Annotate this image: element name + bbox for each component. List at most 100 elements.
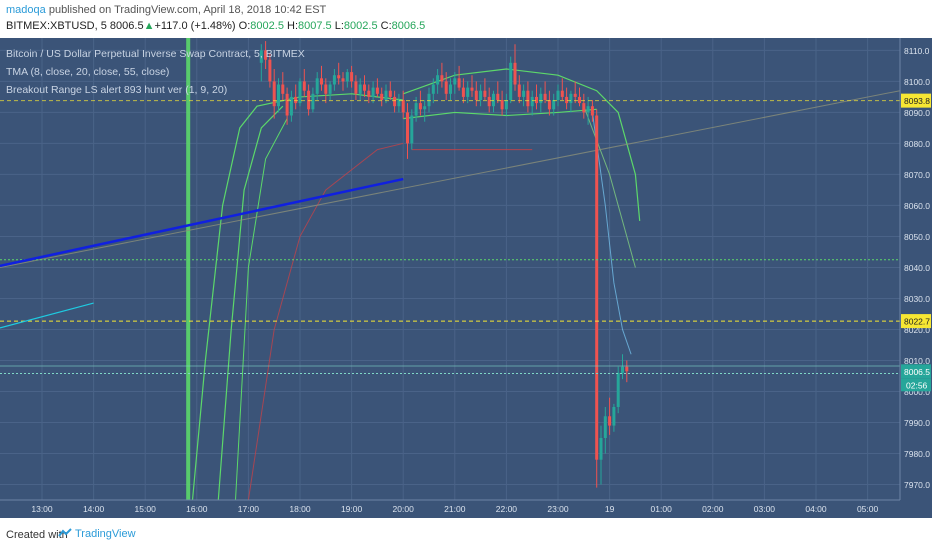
candle-body (427, 93, 431, 107)
time-axis[interactable] (0, 500, 932, 518)
candle-body (526, 90, 530, 107)
candle-body (410, 115, 414, 144)
chart-area[interactable]: 8110.0 8100.0 8090.0 8080.0 8070.0 8060.0 8050… (0, 38, 932, 518)
publish-info: madoqa published on TradingView.com, Apr… (6, 4, 326, 16)
x-tick-label: 16:00 (186, 504, 208, 514)
candle-body (289, 96, 293, 116)
candle-body (625, 366, 629, 372)
y-tick-label: 7980.0 (904, 449, 930, 459)
author-link[interactable]: madoqa (6, 4, 46, 16)
price-axis[interactable] (900, 38, 932, 518)
x-tick-label: 14:00 (83, 504, 105, 514)
y-tick-label: 8040.0 (904, 263, 930, 273)
candle-body (582, 103, 586, 113)
x-tick-label: 01:00 (651, 504, 673, 514)
x-tick-label: 23:00 (547, 504, 569, 514)
candle-body (401, 100, 405, 113)
y-tick-label: 8090.0 (904, 108, 930, 118)
change-value: +117.0 (+1.48%) (154, 20, 236, 32)
legend-tma: TMA (8, close, 20, close, 55, close) (6, 66, 169, 78)
candle-body (367, 90, 371, 97)
candle-body (423, 106, 427, 110)
x-tick-label: 03:00 (754, 504, 776, 514)
candle-body (573, 93, 577, 97)
candle-body (307, 90, 311, 110)
candle-body (595, 115, 599, 460)
cyan-trend-line[interactable] (0, 302, 94, 329)
blue-trend-line[interactable] (0, 177, 404, 268)
candle-body (418, 103, 422, 110)
candle-body (371, 87, 375, 97)
candle-body (337, 75, 341, 79)
candle-body (440, 75, 444, 82)
tma-mid-line (583, 106, 636, 268)
price-label-box (901, 93, 931, 108)
candle-body (547, 100, 551, 110)
price-labels: 8093.8 8022.7 8006.5 02:56 (901, 93, 931, 392)
candle-body (406, 112, 409, 144)
candle-body (375, 87, 379, 94)
price-label-text: 8006.5 (904, 367, 930, 377)
y-tick-label: 8010.0 (904, 356, 930, 366)
open-value: 8002.5 (250, 20, 284, 32)
countdown-text: 02:56 (906, 380, 928, 390)
countdown-box (901, 378, 931, 392)
candle-body (612, 406, 616, 426)
candle-body (616, 372, 620, 407)
publish-text: published on TradingView.com, April 18, … (48, 4, 327, 16)
band-line-3 (235, 118, 288, 501)
open-label: O: (238, 20, 251, 32)
tradingview-brand[interactable]: TradingView (58, 528, 136, 540)
candle-body (315, 78, 319, 94)
high-label: H: (287, 20, 299, 32)
candle-body (294, 96, 298, 104)
candle-body (272, 81, 276, 107)
x-tick-label: 22:00 (496, 504, 518, 514)
candle-body (384, 90, 388, 101)
candle-body (285, 93, 289, 116)
candle-body (530, 96, 534, 107)
y-tick-label: 8100.0 (904, 77, 930, 87)
candle-body (277, 84, 280, 107)
brand-text: TradingView (75, 528, 136, 540)
candle-body (487, 96, 491, 107)
price-label-box (901, 314, 931, 329)
candle-body (393, 96, 397, 107)
candle-body (586, 106, 590, 113)
candle-body (479, 90, 483, 101)
candle-body (328, 84, 332, 94)
candle-body (354, 81, 358, 94)
candle-body (569, 93, 573, 104)
x-tick-label: 19 (605, 504, 615, 514)
candle-body (522, 90, 526, 97)
candle-body (492, 93, 495, 107)
x-tick-label: 04:00 (805, 504, 827, 514)
candle-body (560, 90, 564, 97)
candle-body (363, 84, 366, 91)
candle-body (457, 78, 461, 88)
price-label-text: 8022.7 (904, 317, 930, 327)
y-tick-label: 7990.0 (904, 418, 930, 428)
candle-body (504, 100, 508, 110)
candle-body (552, 100, 556, 110)
candles-group (259, 41, 629, 488)
y-tick-label: 8050.0 (904, 232, 930, 242)
y-tick-label: 8000.0 (904, 387, 930, 397)
created-with-text: Created with (6, 529, 68, 541)
candle-body (268, 59, 272, 82)
candle-body (414, 103, 418, 116)
candle-body (621, 366, 624, 373)
candle-body (461, 87, 465, 97)
candle-body (513, 62, 517, 85)
candle-body (608, 416, 612, 426)
candle-body (320, 78, 323, 85)
candle-body (397, 100, 401, 107)
high-value: 8007.5 (298, 20, 332, 32)
y-tick-label: 8030.0 (904, 294, 930, 304)
candle-body (332, 75, 336, 85)
price-chart[interactable]: 8110.0 8100.0 8090.0 8080.0 8070.0 8060.0 8050… (0, 38, 932, 518)
candle-body (259, 50, 263, 63)
grid-lines (0, 38, 900, 500)
tradingview-logo-icon (58, 528, 72, 537)
long-trend-line (0, 90, 901, 268)
